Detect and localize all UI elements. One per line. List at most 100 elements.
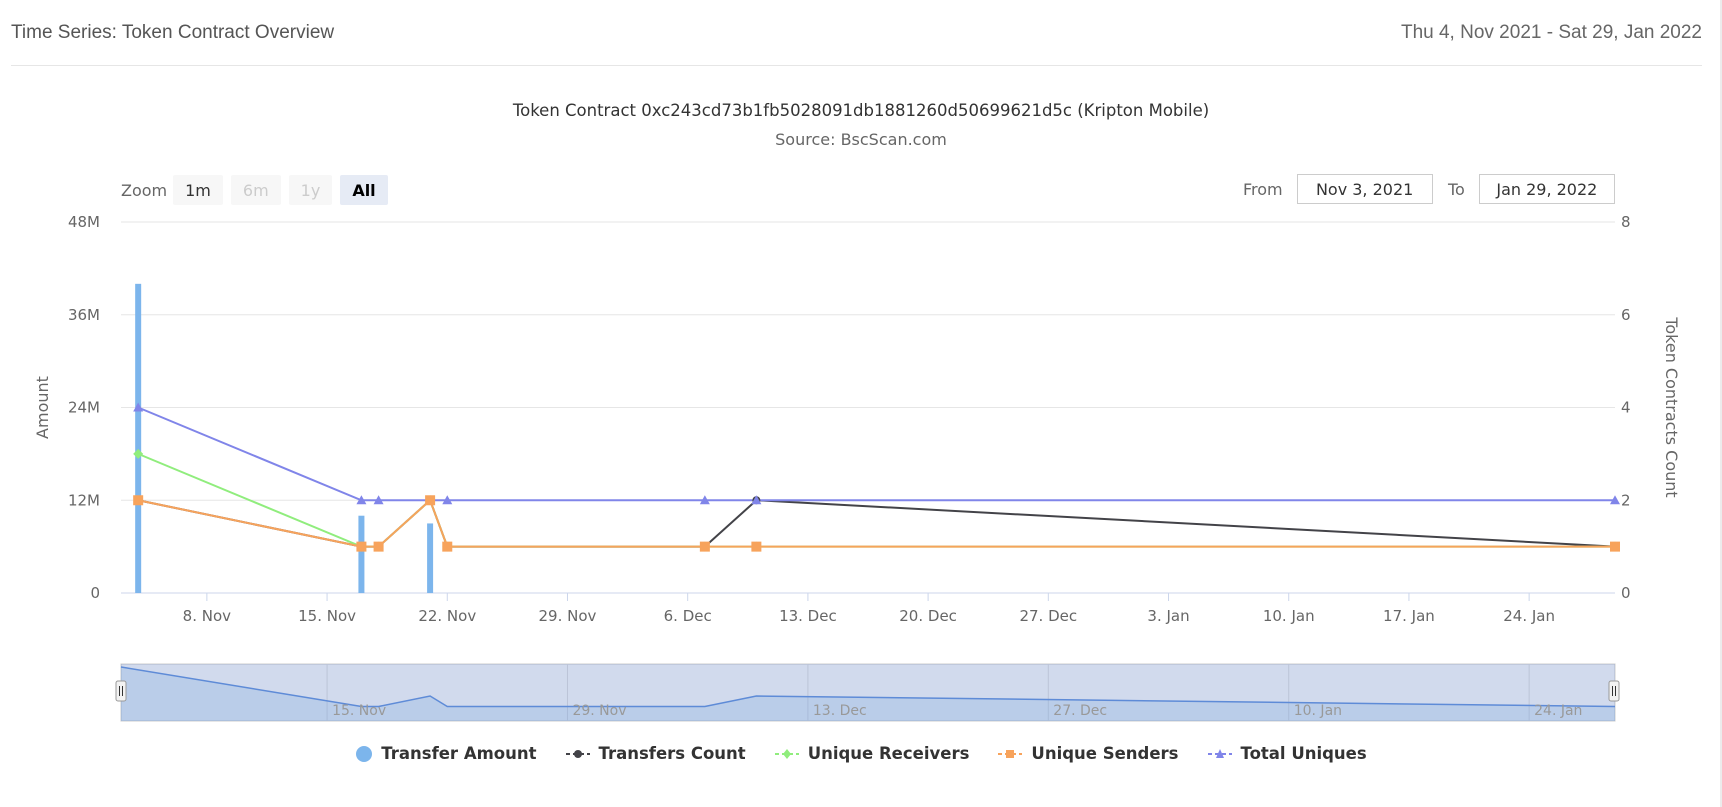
navigator[interactable]: 15. Nov 29. Nov 13. Dec 27. Dec 10. Jan 24. J… [115,663,1620,722]
chart-subtitle: Source: BscScan.com [775,130,947,149]
x-tick-label: 10. Jan [1263,607,1315,625]
chart-legend: Transfer Amount Transfers Count Unique R… [0,744,1722,763]
x-tick-label: 20. Dec [899,607,957,625]
y-right-tick-label: 4 [1621,399,1631,417]
from-label: From [1243,179,1283,199]
legend-total-uniques[interactable]: Total Uniques [1207,744,1367,763]
total-uniques-marker[interactable] [442,495,453,505]
y-left-tick-label: 24M [68,399,100,417]
navigator-series-line [120,666,1616,708]
legend-line-square-icon [998,749,1023,758]
from-date-input[interactable]: Nov 3, 2021 [1296,174,1433,204]
legend-circle-icon [356,745,373,762]
total-uniques-marker[interactable] [373,495,384,505]
y-right-tick-label: 6 [1621,306,1631,324]
total-uniques-marker[interactable] [751,495,762,505]
legend-line-circle-icon [565,749,590,758]
navigator-series-area [121,667,1615,721]
to-label: To [1448,179,1465,199]
unique-receivers-marker[interactable] [133,448,144,459]
x-tick-label: 17. Jan [1383,607,1435,625]
zoom-selector: Zoom 1m 6m 1y All [121,175,396,205]
x-tick-label: 22. Nov [418,607,476,625]
y-right-tick-label: 8 [1621,213,1631,231]
grid-lines [121,221,1615,594]
total-uniques-marker[interactable] [133,402,144,412]
total-uniques-marker[interactable] [699,495,710,505]
legend-label: Transfers Count [598,744,746,763]
transfer-amount-columns [135,283,434,593]
total-uniques-marker[interactable] [1610,495,1620,505]
unique-senders-marker[interactable] [373,541,384,552]
y-left-tick-label: 48M [68,213,100,231]
page-title: Time Series: Token Contract Overview [11,22,335,43]
series-markers [133,402,1620,552]
legend-label: Transfer Amount [381,744,537,763]
navigator-right-handle[interactable] [1608,680,1620,702]
x-tick-label: 8. Nov [183,607,231,625]
x-tick-label: 29. Nov [539,607,597,625]
unique-senders-marker[interactable] [133,495,144,506]
right-axis-ticks: 0 2 4 6 8 [1621,213,1631,602]
navigator-label: 13. Dec [813,703,867,719]
zoom-1y-button[interactable]: 1y [288,175,333,205]
header-date-range: Thu 4, Nov 2021 - Sat 29, Jan 2022 [1400,22,1702,43]
unique-senders-marker[interactable] [699,541,710,552]
x-tick-label: 24. Jan [1503,607,1555,625]
legend-line-triangle-icon [1207,748,1232,758]
range-from: From Nov 3, 2021 [1243,174,1433,204]
y-left-tick-label: 0 [90,584,100,602]
transfer-amount-bar[interactable] [358,515,365,593]
y-left-tick-label: 36M [68,306,100,324]
panel-border [1720,0,1722,807]
navigator-label: 15. Nov [332,703,386,719]
unique-senders-marker[interactable] [751,541,762,552]
navigator-label: 29. Nov [572,703,626,719]
left-axis-title: Amount [33,376,52,439]
x-axis-ticks: 8. Nov 15. Nov 22. Nov 29. Nov 6. Dec 13. Dec… [183,593,1555,625]
transfer-amount-bar[interactable] [135,283,142,593]
legend-transfer-amount[interactable]: Transfer Amount [355,744,537,763]
range-to: To Jan 29, 2022 [1448,174,1615,204]
transfer-amount-bar[interactable] [427,523,434,593]
x-tick-label: 6. Dec [664,607,712,625]
legend-transfers-count[interactable]: Transfers Count [565,744,746,763]
y-left-tick-label: 12M [68,491,100,509]
zoom-all-button[interactable]: All [340,175,388,205]
navigator-label: 24. Jan [1534,703,1582,719]
to-date-input[interactable]: Jan 29, 2022 [1478,174,1615,204]
legend-line-diamond-icon [774,748,799,759]
header-divider [11,65,1702,66]
y-right-tick-label: 2 [1621,491,1631,509]
zoom-6m-button[interactable]: 6m [230,175,281,205]
legend-label: Unique Senders [1031,744,1179,763]
x-tick-label: 3. Jan [1147,607,1189,625]
right-axis-title: Token Contracts Count [1662,316,1681,497]
navigator-label: 27. Dec [1053,703,1107,719]
chart-title: Token Contract 0xc243cd73b1fb5028091db18… [512,101,1210,120]
legend-unique-senders[interactable]: Unique Senders [997,744,1179,763]
navigator-grid [326,664,1530,721]
page-header: Time Series: Token Contract Overview Thu… [0,0,1722,66]
legend-label: Unique Receivers [807,744,970,763]
navigator-left-handle[interactable] [115,680,127,702]
legend-unique-receivers[interactable]: Unique Receivers [774,744,970,763]
navigator-label: 10. Jan [1294,703,1342,719]
x-tick-label: 13. Dec [779,607,837,625]
zoom-label: Zoom [121,180,168,200]
navigator-mask[interactable] [121,664,1615,721]
x-tick-label: 15. Nov [298,607,356,625]
unique-senders-marker[interactable] [1610,541,1620,552]
total-uniques-line[interactable] [137,406,1615,502]
total-uniques-marker[interactable] [356,495,367,505]
left-axis-ticks: 0 12M 24M 36M 48M [68,213,100,602]
x-tick-label: 27. Dec [1019,607,1077,625]
unique-senders-marker[interactable] [356,541,367,552]
zoom-1m-button[interactable]: 1m [173,175,223,205]
y-right-tick-label: 0 [1621,584,1631,602]
legend-label: Total Uniques [1240,744,1367,763]
unique-senders-marker[interactable] [425,495,436,506]
navigator-labels: 15. Nov 29. Nov 13. Dec 27. Dec 10. Jan 24. J… [332,703,1582,719]
unique-senders-marker[interactable] [442,541,453,552]
